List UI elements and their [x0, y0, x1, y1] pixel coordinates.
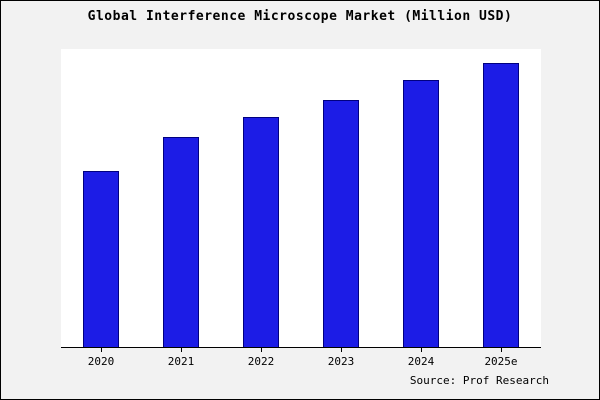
x-tick-label-2022: 2022: [247, 355, 275, 368]
tick-cell-2024: 2024: [381, 348, 461, 368]
tick-mark: [420, 348, 422, 352]
tick-cell-2021: 2021: [141, 348, 221, 368]
tick-mark: [260, 348, 262, 352]
bars-container: [61, 49, 541, 347]
bar-slot-2021: [141, 49, 221, 347]
bar-2025e: [483, 63, 519, 347]
x-tick-label-2021: 2021: [167, 355, 195, 368]
bar-2021: [163, 137, 199, 347]
source-credit: Source: Prof Research: [409, 374, 549, 387]
bar-2024: [403, 80, 439, 347]
plot-area: [61, 49, 541, 348]
bar-slot-2022: [221, 49, 301, 347]
tick-mark: [100, 348, 102, 352]
tick-mark: [500, 348, 502, 352]
bar-slot-2023: [301, 49, 381, 347]
bar-slot-2020: [61, 49, 141, 347]
x-axis-ticks: 2020 2021 2022 2023 2024 2025e: [61, 348, 541, 368]
x-tick-label-2020: 2020: [87, 355, 115, 368]
tick-cell-2023: 2023: [301, 348, 381, 368]
tick-mark: [180, 348, 182, 352]
x-tick-label-2023: 2023: [327, 355, 355, 368]
x-tick-label-2025e: 2025e: [484, 355, 518, 368]
chart-title: Global Interference Microscope Market (M…: [87, 9, 513, 24]
tick-cell-2025e: 2025e: [461, 348, 541, 368]
tick-cell-2020: 2020: [61, 348, 141, 368]
bar-slot-2025e: [461, 49, 541, 347]
x-tick-label-2024: 2024: [407, 355, 435, 368]
bar-2020: [83, 171, 119, 347]
bar-2022: [243, 117, 279, 347]
tick-mark: [340, 348, 342, 352]
tick-cell-2022: 2022: [221, 348, 301, 368]
bar-slot-2024: [381, 49, 461, 347]
bar-2023: [323, 100, 359, 347]
